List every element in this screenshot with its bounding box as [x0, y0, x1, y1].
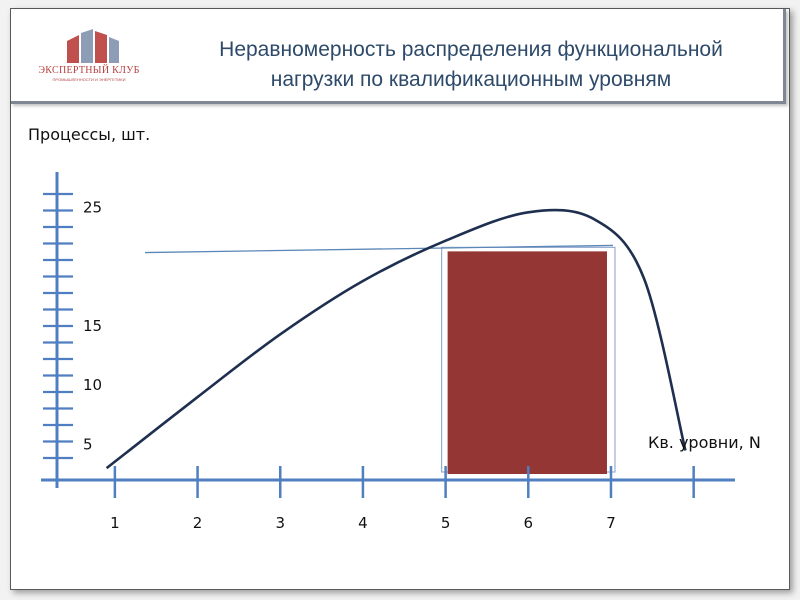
- logo: ЭКСПЕРТНЫЙ КЛУБ ПРОМЫШЛЕННОСТИ И ЭНЕРГЕТ…: [29, 29, 149, 89]
- logo-name: ЭКСПЕРТНЫЙ КЛУБ: [38, 65, 140, 76]
- y-tick-label: 25: [83, 199, 102, 217]
- x-tick-label: 1: [110, 514, 120, 532]
- x-tick-label: 6: [524, 514, 534, 532]
- highlight-band: [447, 251, 607, 474]
- threshold-line: [144, 244, 613, 254]
- y-tick-label: 15: [83, 317, 102, 335]
- x-tick-label: 7: [606, 514, 616, 532]
- x-axis-label: Кв. уровни, N: [648, 433, 761, 452]
- logo-tagline: ПРОМЫШЛЕННОСТИ И ЭНЕРГЕТИКИ: [52, 77, 126, 82]
- slide: ЭКСПЕРТНЫЙ КЛУБ ПРОМЫШЛЕННОСТИ И ЭНЕРГЕТ…: [10, 8, 790, 590]
- chart-title: Неравномерность распределения функционал…: [219, 38, 723, 91]
- title-frame: [11, 9, 786, 104]
- logo-buildings-icon: [67, 29, 119, 63]
- x-tick-label: 5: [441, 514, 451, 532]
- x-tick-label: 2: [193, 514, 203, 532]
- y-tick-label: 10: [83, 376, 102, 394]
- y-tick-label: 5: [83, 435, 93, 453]
- series-line: [105, 208, 687, 470]
- x-tick-label: 4: [358, 514, 368, 532]
- y-axis-label: Процессы, шт.: [28, 125, 151, 144]
- x-tick-label: 3: [275, 514, 285, 532]
